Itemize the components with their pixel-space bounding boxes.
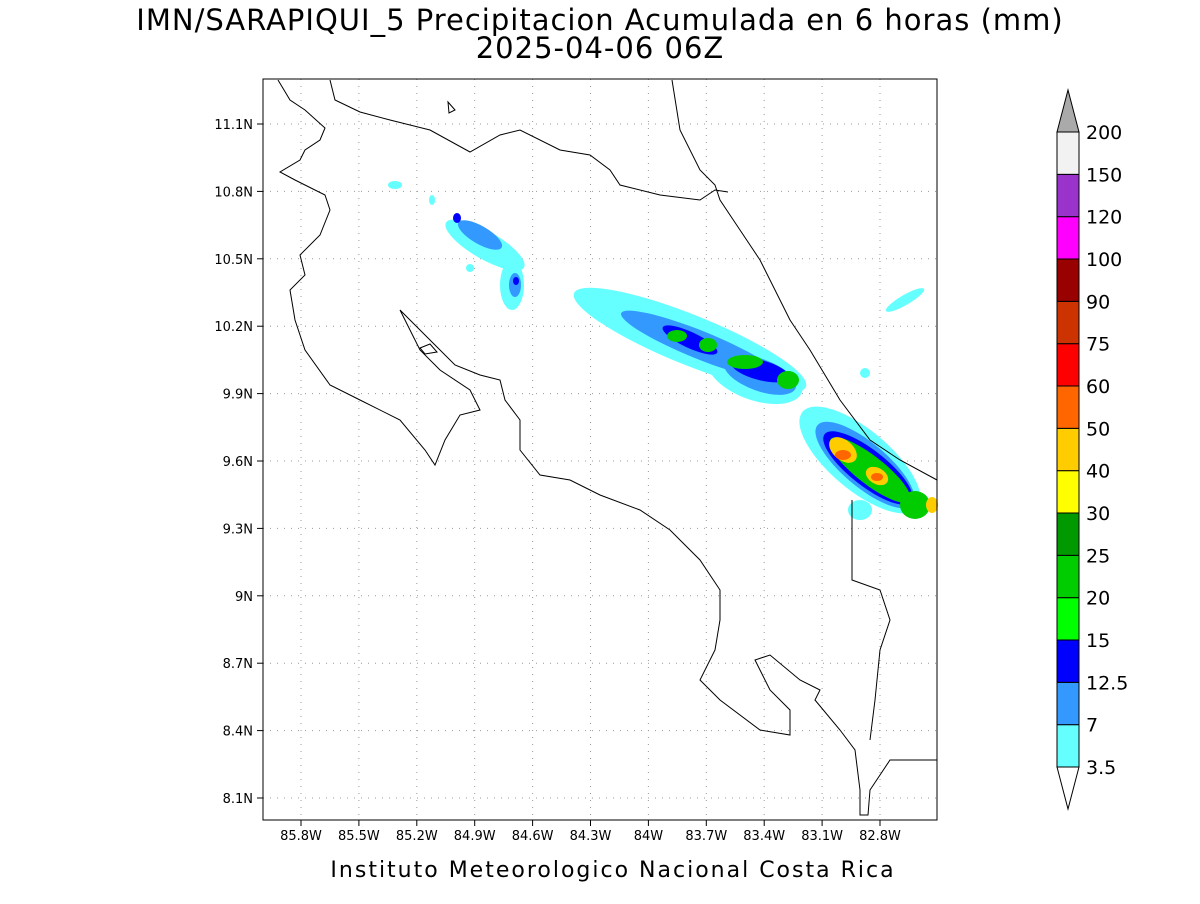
colorbar-label: 12.5 <box>1086 672 1128 694</box>
lat-label: 9.6N <box>223 455 253 470</box>
colorbar-box <box>1056 258 1080 302</box>
lon-label: 82.8W <box>859 829 901 844</box>
coastlines <box>277 79 938 816</box>
colorbar-label: 30 <box>1086 503 1110 525</box>
colorbar-box <box>1056 216 1080 260</box>
colorbar-box <box>1056 343 1080 387</box>
colorbar-label: 120 <box>1086 207 1122 229</box>
colorbar-label: 75 <box>1086 334 1110 356</box>
lat-label: 10.2N <box>214 320 253 335</box>
lat-label: 9N <box>235 590 253 605</box>
colorbar-label: 200 <box>1086 122 1122 144</box>
colorbar-box <box>1056 131 1080 175</box>
colorbar-label: 50 <box>1086 418 1110 440</box>
colorbar-box <box>1056 300 1080 345</box>
lat-label: 9.9N <box>223 388 253 403</box>
lon-label: 83.4W <box>743 829 785 844</box>
map-frame <box>262 78 938 821</box>
colorbar-label: 60 <box>1086 376 1110 398</box>
lon-label: 84.6W <box>512 829 554 844</box>
colorbar-label: 20 <box>1086 588 1110 610</box>
footer: Instituto Meteorologico Nacional Costa R… <box>330 858 895 883</box>
precipitation <box>388 181 938 520</box>
colorbar-label: 7 <box>1086 715 1098 737</box>
lat-label: 8.1N <box>223 792 253 807</box>
lat-label: 10.8N <box>214 185 253 200</box>
colorbar-box <box>1056 639 1080 683</box>
colorbar-label: 100 <box>1086 249 1122 271</box>
lon-label: 84.3W <box>570 829 612 844</box>
colorbar-box <box>1056 427 1080 472</box>
lat-label: 8.7N <box>223 657 253 672</box>
colorbar-box <box>1056 554 1080 599</box>
colorbar-low <box>1056 766 1080 811</box>
grid: 11.1N 10.8N 10.5N 10.2N 9.9N 9.6N 9.3N 9N 8.7N 8.… <box>214 79 937 844</box>
colorbar-box <box>1056 173 1080 218</box>
colorbar-label: 90 <box>1086 291 1110 313</box>
lon-label: 85.5W <box>338 829 380 844</box>
colorbar-box <box>1056 724 1080 768</box>
subtitle: 2025-04-06 06Z <box>476 31 725 65</box>
colorbar-high <box>1056 88 1080 133</box>
colorbar-box <box>1056 681 1080 726</box>
title: IMN/SARAPIQUI_5 Precipitacion Acumulada … <box>136 3 1063 37</box>
colorbar-box <box>1056 385 1080 429</box>
lat-label: 8.4N <box>223 725 253 740</box>
lon-label: 84.9W <box>454 829 496 844</box>
colorbar-label: 3.5 <box>1086 757 1116 779</box>
lon-label: 85.2W <box>396 829 438 844</box>
colorbar-label: 25 <box>1086 545 1110 567</box>
colorbar-box <box>1056 470 1080 514</box>
lat-label: 9.3N <box>223 522 253 537</box>
lat-label: 10.5N <box>214 253 253 268</box>
lon-label: 85.8W <box>280 829 322 844</box>
colorbar: 3.5 7 12.5 15 20 25 30 40 50 60 75 90 100 120 150 200 <box>1056 88 1128 811</box>
colorbar-label: 150 <box>1086 164 1122 186</box>
colorbar-box <box>1056 597 1080 641</box>
lon-label: 84W <box>634 829 664 844</box>
colorbar-label: 40 <box>1086 461 1110 483</box>
lon-label: 83.1W <box>801 829 843 844</box>
colorbar-box <box>1056 512 1080 556</box>
colorbar-label: 15 <box>1086 630 1110 652</box>
lon-label: 83.7W <box>685 829 727 844</box>
lat-label: 11.1N <box>214 118 253 133</box>
